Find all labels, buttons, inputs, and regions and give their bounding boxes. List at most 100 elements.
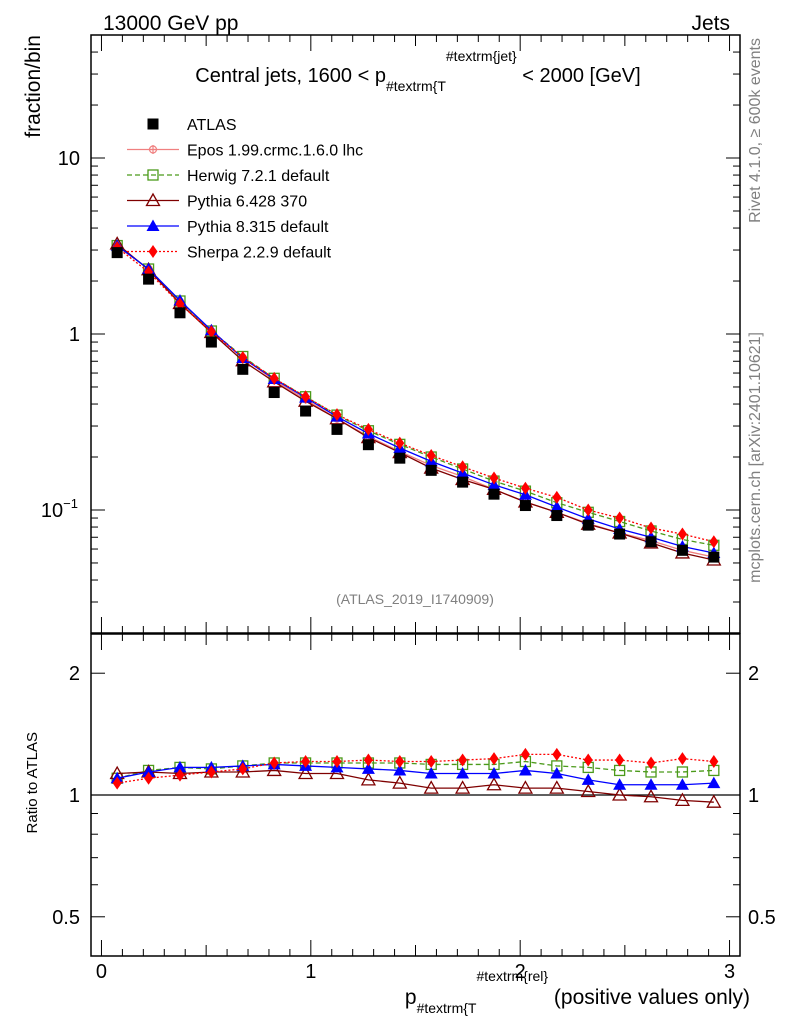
ratio-sherpa-2-2-9-default-point xyxy=(677,752,687,766)
legend-item-epos-1-99-crmc-1-6-0-lhc: Epos 1.99.crmc.1.6.0 lhc xyxy=(127,143,363,160)
sherpa-2-2-9-default-point xyxy=(520,481,530,495)
x-label-post: (positive values only) xyxy=(548,986,750,1009)
legend-item-sherpa-2-2-9-default: Sherpa 2.2.9 default xyxy=(127,245,332,262)
atlas-point xyxy=(676,544,688,556)
ratio-pythia-6-428-370-point xyxy=(674,792,691,807)
ratio-pythia-8-315-default-point xyxy=(518,763,532,776)
ratio-sherpa-2-2-9-default-point xyxy=(646,756,656,770)
ratio-pythia-6-428-370-point xyxy=(549,780,565,794)
atlas-point xyxy=(331,423,343,435)
ratio-pythia-8-315-default-point xyxy=(487,767,501,779)
ratio-y-tick-label: 0.5 xyxy=(52,907,80,929)
legend-label: ATLAS xyxy=(187,117,237,134)
ratio-pythia-8-315-default-point xyxy=(707,776,721,789)
atlas-point xyxy=(143,273,155,285)
atlas-point xyxy=(268,387,280,399)
main-panel: 10 1 10−1 (ATLAS_2019_I1740909) xyxy=(41,34,741,634)
x-tick-label: 0 xyxy=(96,961,107,983)
pythia-8-315-default-line xyxy=(116,245,714,554)
ratio-sherpa-2-2-9-default-point xyxy=(709,755,719,769)
atlas-point xyxy=(551,510,563,522)
ratio-pythia-8-315-default-point xyxy=(393,763,407,776)
atlas-point xyxy=(394,452,406,464)
ratio-sherpa-2-2-9-default-point xyxy=(426,755,436,769)
sherpa-2-2-9-default-point xyxy=(615,511,625,525)
ratio-sherpa-2-2-9-default-point xyxy=(332,755,342,769)
legend: ATLAS Epos 1.99.crmc.1.6.0 lhc Herwig 7.2.… xyxy=(127,117,363,262)
x-tick-label: 1 xyxy=(305,961,316,983)
legend-marker xyxy=(148,145,158,154)
ratio-sherpa-2-2-9-default-point xyxy=(458,753,468,767)
atlas-point xyxy=(582,519,594,531)
x-label-pre: p xyxy=(405,986,417,1009)
ratio-y-axis-label: Ratio to ATLAS xyxy=(24,732,41,833)
beam-energy-label: 13000 GeV pp xyxy=(103,12,238,35)
ratio-sherpa-2-2-9-default-line xyxy=(117,753,714,784)
ratio-sherpa-2-2-9-default-point xyxy=(301,755,311,769)
ratio-sherpa-2-2-9-default-point xyxy=(206,765,216,779)
atlas-point xyxy=(708,551,720,563)
sherpa-2-2-9-default-point xyxy=(301,390,311,404)
ratio-sherpa-2-2-9-default-point xyxy=(489,752,499,766)
atlas-point xyxy=(457,476,469,488)
ratio-y-tick-label-right: 0.5 xyxy=(748,907,776,929)
title-sub: #textrm{T xyxy=(386,78,446,94)
legend-label: Pythia 8.315 default xyxy=(187,219,329,236)
atlas-point xyxy=(362,439,374,451)
ratio-y-tick-label: 1 xyxy=(69,785,80,807)
title-sup: #textrm{jet} xyxy=(446,48,517,64)
ratio-pythia-6-428-370-point xyxy=(423,780,439,794)
title-post: < 2000 [GeV] xyxy=(517,65,641,87)
ratio-pythia-6-428-370-point xyxy=(297,765,314,780)
legend-item-pythia-6-428-370: Pythia 6.428 370 xyxy=(127,192,307,211)
y-tick-label: 10 xyxy=(58,148,80,170)
legend-label: Herwig 7.2.1 default xyxy=(187,168,330,185)
sherpa-2-2-9-default-point xyxy=(363,422,373,436)
legend-marker xyxy=(145,192,161,207)
ratio-sherpa-2-2-9-default-point xyxy=(615,753,625,767)
pythia-6-428-370-line xyxy=(116,243,714,561)
ratio-pythia-8-315-default-point xyxy=(424,767,438,779)
rivet-info-label: Rivet 4.1.0, ≥ 600k events xyxy=(747,38,764,223)
mcplots-info-label: mcplots.cern.ch [arXiv:2401.10621] xyxy=(747,332,764,583)
ratio-sherpa-2-2-9-default-point xyxy=(552,747,562,761)
chart-title: Central jets, 1600 < p#textrm{T#textrm{j… xyxy=(195,48,640,94)
y-tick-label: 1 xyxy=(69,324,80,346)
x-label-sup: #textrm{rel} xyxy=(476,968,548,984)
sherpa-2-2-9-default-point xyxy=(646,521,656,535)
x-tick-label: 2 xyxy=(515,961,526,983)
ratio-sherpa-2-2-9-default-point xyxy=(363,753,373,767)
ratio-pythia-8-315-default-point xyxy=(675,778,689,790)
pythia-8-315-default-point xyxy=(550,500,564,512)
legend-label: Sherpa 2.2.9 default xyxy=(187,245,332,262)
title-pre: Central jets, 1600 < p xyxy=(195,65,386,87)
ratio-pythia-8-315-default-point xyxy=(613,778,627,790)
legend-marker xyxy=(148,245,158,258)
ratio-y-tick-label-right: 2 xyxy=(748,663,759,685)
sherpa-2-2-9-default-line xyxy=(116,247,714,543)
atlas-point xyxy=(519,500,531,512)
ratio-pythia-6-428-370-point xyxy=(486,776,502,791)
atlas-point xyxy=(205,336,217,348)
ratio-pythia-6-428-370-point xyxy=(612,787,628,801)
ratio-y-tick-label-right: 1 xyxy=(748,785,759,807)
ratio-sherpa-2-2-9-default-point xyxy=(269,756,279,770)
legend-item-atlas: ATLAS xyxy=(147,117,237,134)
legend-label: Pythia 6.428 370 xyxy=(187,194,307,211)
ratio-pythia-6-428-370-point xyxy=(329,765,345,780)
sherpa-2-2-9-default-point xyxy=(583,503,593,517)
atlas-point xyxy=(645,536,657,548)
atlas-point xyxy=(488,488,500,500)
ratio-sherpa-2-2-9-default-point xyxy=(175,768,185,782)
legend-label: Epos 1.99.crmc.1.6.0 lhc xyxy=(187,143,363,160)
ratio-pythia-8-315-default-point xyxy=(173,760,187,773)
herwig-7-2-1-default-line xyxy=(116,245,714,546)
ratio-sherpa-2-2-9-default-point xyxy=(395,755,405,769)
ratio-pythia-8-315-default-point xyxy=(456,767,470,779)
ratio-sherpa-2-2-9-default-point xyxy=(144,771,154,785)
ratio-pythia-8-315-default-point xyxy=(142,765,156,777)
ratio-pythia-8-315-default-point xyxy=(581,773,595,785)
ratio-sherpa-2-2-9-default-point xyxy=(238,762,248,776)
ratio-pythia-6-428-370-point xyxy=(360,772,377,786)
